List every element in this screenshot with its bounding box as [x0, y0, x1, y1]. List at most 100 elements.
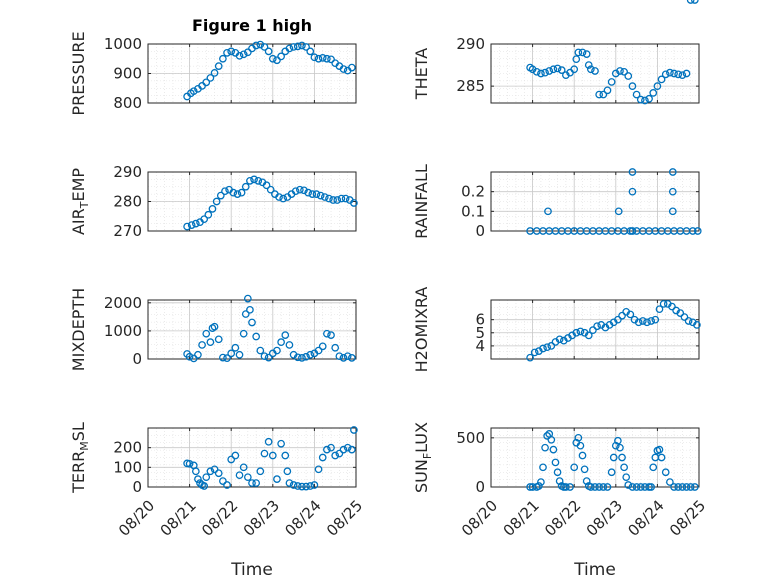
- subplot-6: 456 H2OMIXRA: [412, 287, 701, 373]
- data-point: [526, 353, 534, 362]
- data-point: [651, 315, 660, 324]
- data-point: [327, 55, 335, 64]
- data-point: [541, 443, 549, 452]
- data-point: [227, 349, 236, 358]
- data-point: [223, 48, 231, 57]
- data-point: [616, 67, 624, 75]
- data-point: [553, 64, 562, 73]
- data-point: [614, 315, 622, 324]
- data-point: [318, 342, 327, 351]
- y-tick-label: 100: [113, 458, 142, 476]
- y-tick-label: 0: [475, 222, 485, 240]
- y-axis-label: AIRTEMP: [69, 168, 91, 235]
- y-tick-label: 0: [132, 350, 142, 368]
- subplot-2: 285 290 THETA: [412, 0, 700, 105]
- data-point: [223, 354, 231, 363]
- data-point: [618, 453, 626, 462]
- data-point: [235, 350, 244, 359]
- y-tick-label: 1000: [104, 322, 142, 340]
- data-point: [343, 352, 352, 361]
- data-point: [285, 341, 294, 349]
- data-point: [339, 65, 348, 73]
- y-tick-label: 800: [113, 94, 142, 112]
- data-point: [308, 190, 317, 198]
- data-point: [227, 455, 236, 464]
- data-point: [580, 465, 589, 474]
- data-point: [323, 445, 331, 454]
- data-point: [653, 82, 662, 90]
- data-point: [655, 305, 664, 314]
- data-point: [252, 332, 261, 341]
- data-point: [306, 482, 315, 490]
- y-tick-label: 0: [132, 478, 142, 496]
- data-point: [283, 467, 292, 476]
- data-point: [574, 48, 583, 57]
- data-point: [674, 70, 683, 79]
- data-point: [306, 350, 315, 359]
- data-point: [210, 465, 219, 474]
- data-point: [576, 327, 585, 336]
- data-point: [686, 0, 695, 4]
- data-point: [331, 343, 340, 352]
- data-point: [268, 451, 277, 460]
- data-point: [678, 483, 687, 491]
- data-point: [347, 445, 356, 454]
- x-tick-label: 08/20: [115, 497, 158, 540]
- data-point: [241, 182, 250, 191]
- data-point: [668, 207, 677, 216]
- data-point: [591, 67, 599, 75]
- data-point: [256, 467, 265, 476]
- data-point: [302, 43, 310, 51]
- data-point: [690, 483, 699, 491]
- data-point: [221, 187, 229, 196]
- data-point: [243, 48, 252, 57]
- y-tick-label: 4: [475, 337, 485, 355]
- axes-box: [490, 299, 700, 360]
- data-point: [289, 43, 298, 51]
- data-point: [647, 317, 656, 325]
- data-point: [607, 78, 616, 86]
- data-point: [248, 479, 256, 487]
- data-point: [657, 75, 666, 84]
- data-point: [256, 346, 265, 355]
- data-point: [341, 194, 350, 203]
- data-point: [310, 53, 319, 62]
- data-point: [206, 74, 215, 82]
- data-point: [214, 469, 223, 478]
- data-point: [219, 477, 227, 485]
- data-point: [616, 443, 624, 452]
- data-point: [609, 453, 618, 462]
- data-point: [237, 188, 246, 197]
- data-point: [295, 185, 304, 194]
- y-tick-label: 290: [113, 163, 142, 181]
- data-point: [275, 193, 283, 201]
- data-point: [239, 463, 248, 472]
- data-point: [624, 481, 633, 489]
- data-point: [666, 478, 674, 486]
- data-point: [682, 69, 691, 78]
- data-point: [539, 344, 547, 353]
- y-axis-label: H2OMIXRA: [412, 287, 431, 373]
- data-point: [316, 191, 325, 200]
- data-point: [572, 328, 581, 337]
- data-point: [298, 482, 306, 491]
- data-point: [219, 54, 227, 63]
- data-point: [268, 54, 277, 63]
- data-point: [543, 343, 552, 352]
- data-point: [614, 436, 622, 445]
- data-point: [693, 321, 701, 329]
- data-point: [614, 207, 623, 216]
- data-point: [339, 445, 348, 454]
- data-point: [208, 205, 217, 213]
- data-point: [277, 52, 285, 61]
- data-point: [578, 48, 587, 57]
- data-point: [314, 465, 323, 474]
- data-point: [293, 353, 302, 362]
- data-point: [620, 67, 628, 76]
- data-point: [676, 309, 685, 317]
- data-point: [636, 483, 645, 491]
- data-point: [530, 348, 539, 357]
- data-point: [545, 67, 554, 75]
- data-point: [243, 473, 252, 482]
- data-point: [347, 354, 356, 362]
